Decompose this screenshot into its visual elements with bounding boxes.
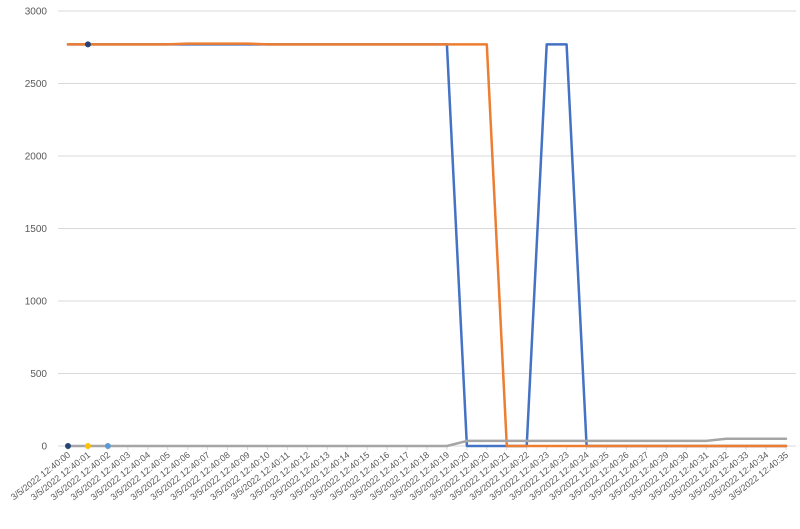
y-tick-label: 500 — [30, 369, 47, 380]
data-point-marker — [65, 443, 71, 449]
series-line-2 — [66, 42, 788, 448]
y-tick-label: 1000 — [25, 297, 48, 308]
y-tick-label: 3000 — [25, 7, 48, 18]
data-point-marker — [84, 41, 91, 48]
x-axis-ticks: 3/5/2022 12:40:003/5/2022 12:40:013/5/20… — [9, 446, 790, 502]
series-line-3 — [66, 437, 788, 448]
series-line-1 — [66, 43, 788, 448]
data-point-marker — [84, 443, 91, 449]
gridlines — [58, 10, 796, 447]
y-tick-label: 2500 — [25, 79, 48, 90]
y-tick-label: 0 — [41, 442, 47, 453]
y-tick-label: 2000 — [25, 152, 48, 163]
y-axis-ticks: 0 500 1000 1500 2000 2500 3000 — [25, 7, 48, 453]
data-point-marker — [104, 443, 111, 449]
series-lines — [66, 42, 788, 448]
y-tick-label: 1500 — [25, 224, 48, 235]
point-markers — [65, 41, 111, 449]
